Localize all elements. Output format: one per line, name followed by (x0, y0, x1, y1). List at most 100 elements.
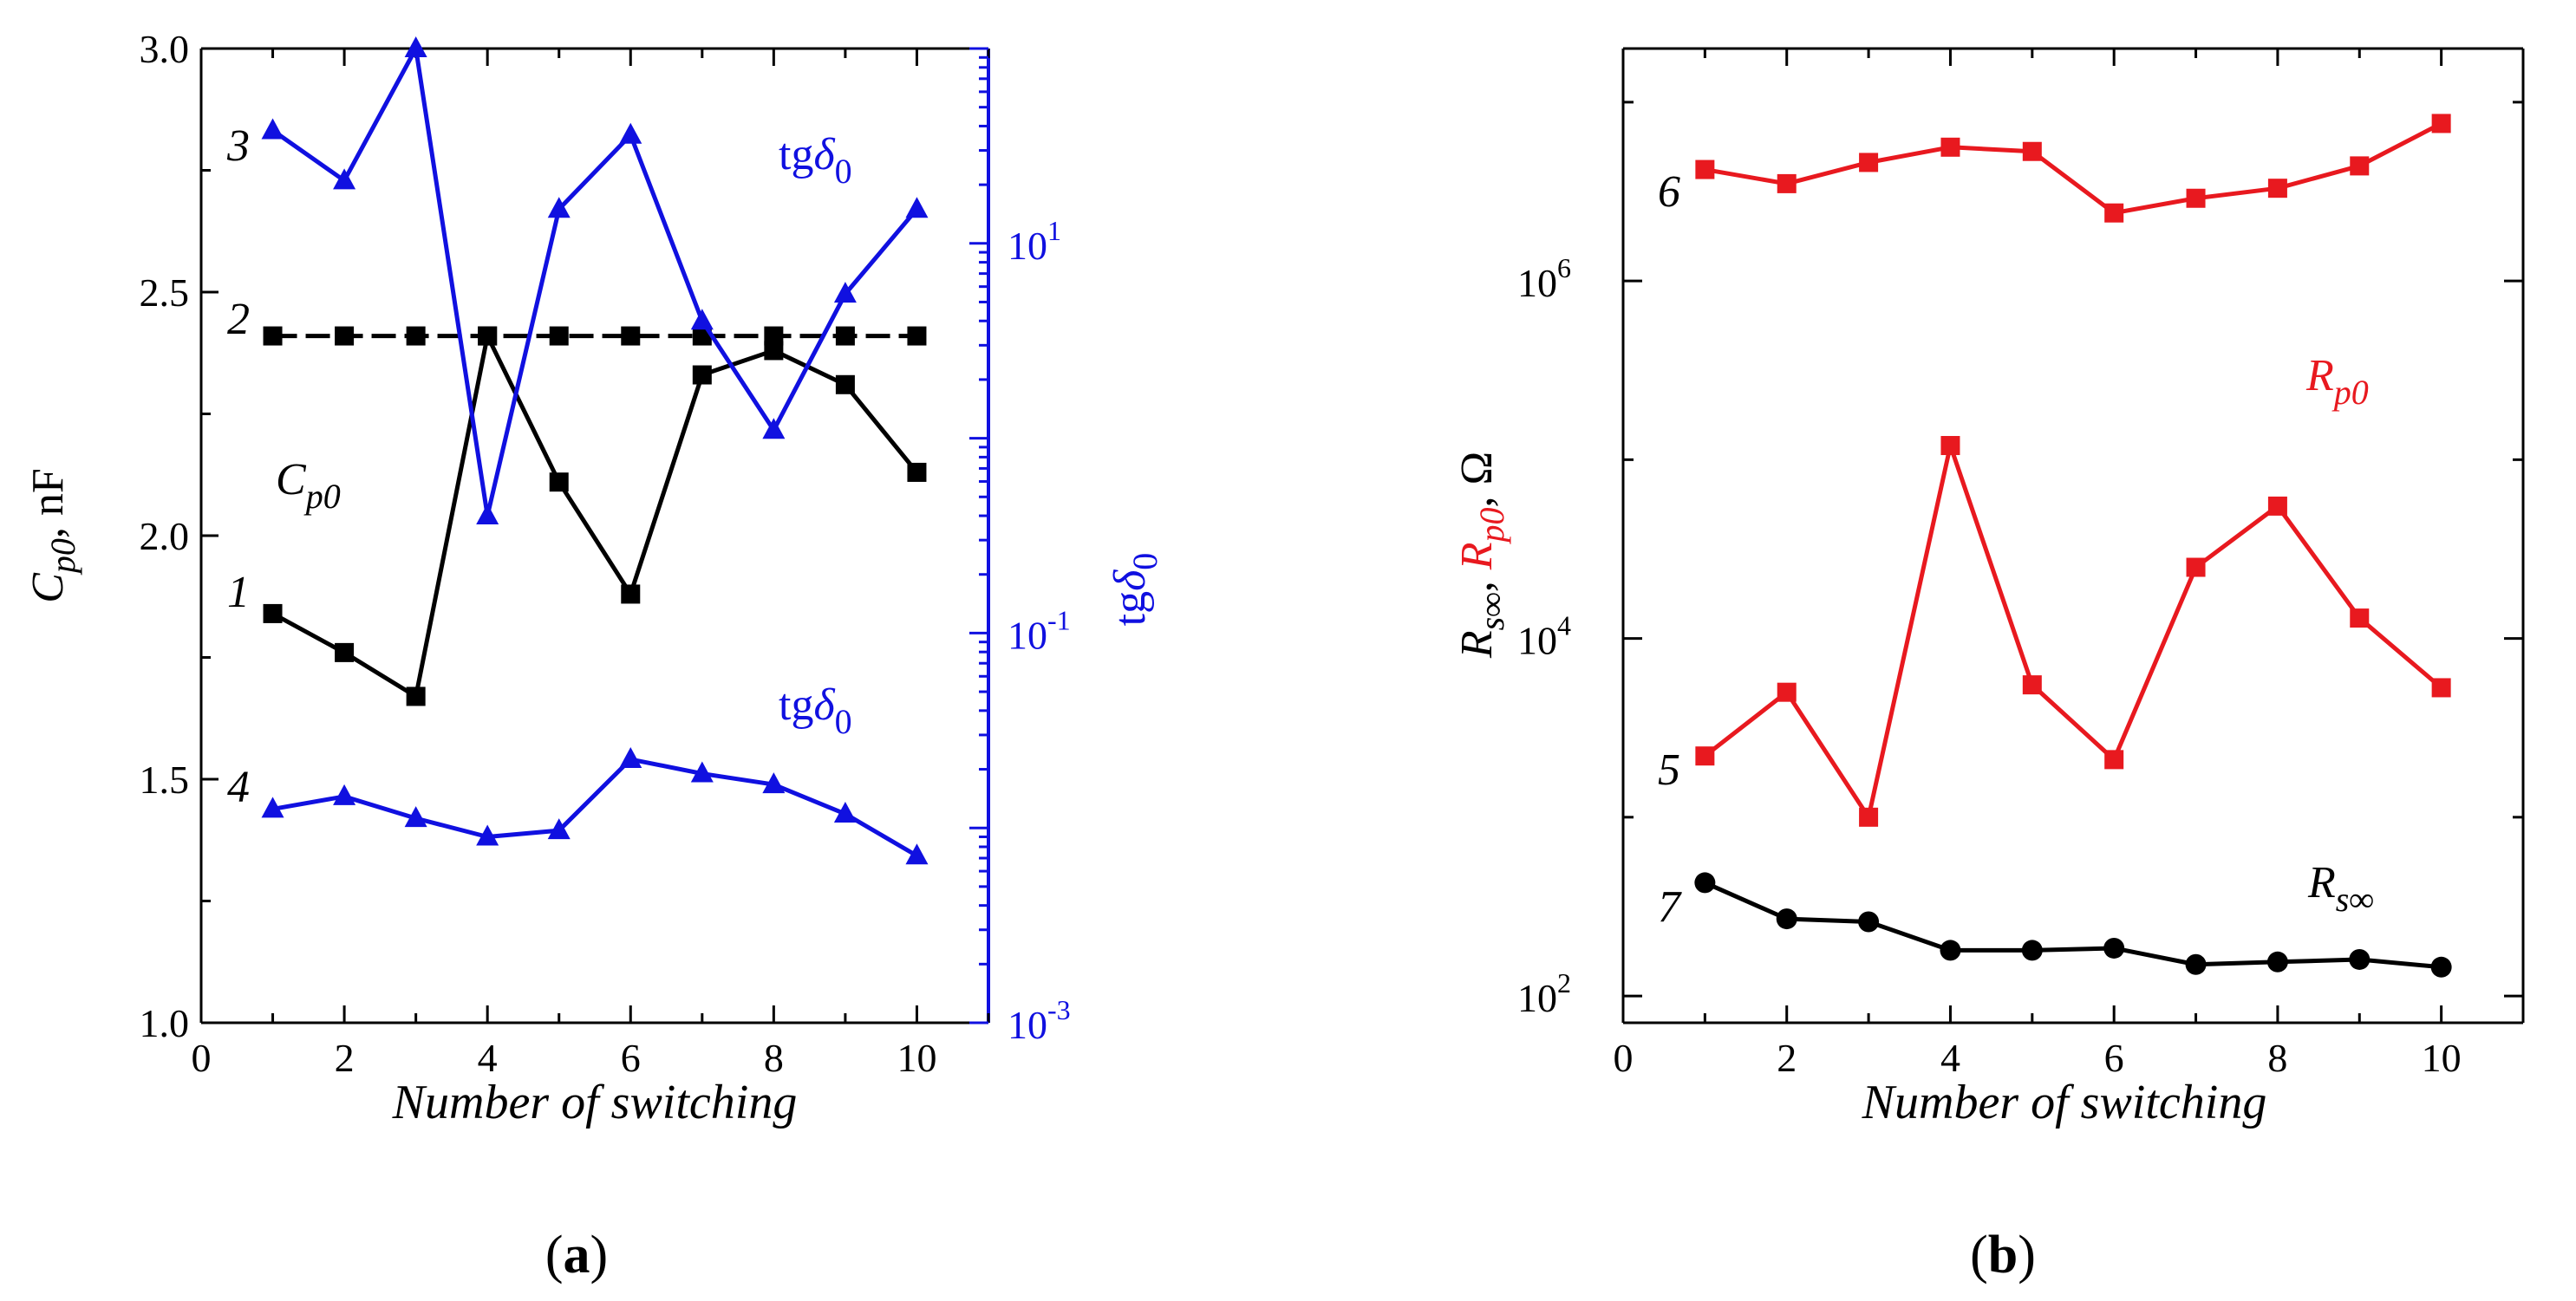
panel-paren: ) (2018, 1226, 2036, 1285)
x-axis-title: Number of switching (392, 1076, 798, 1129)
tick-exponent: -3 (1047, 994, 1071, 1025)
y-title-sub: p0 (43, 538, 82, 576)
data-point-3 (547, 197, 571, 218)
annotation-main: tg (779, 130, 813, 179)
series-line-5 (1703, 443, 2443, 820)
curve-label-4: 4 (227, 763, 250, 812)
data-point-3 (690, 309, 714, 330)
series-2 (263, 326, 927, 346)
data-point-5 (1859, 807, 1879, 827)
data-point-2 (907, 326, 927, 346)
data-point-4 (905, 843, 929, 865)
tick-exponent: 2 (1557, 967, 1571, 999)
panel-paren: ( (1970, 1226, 1988, 1285)
y-tick-label: 106 (1517, 252, 1571, 305)
x-tick-label: 0 (1614, 1036, 1634, 1080)
data-point-5 (2350, 608, 2370, 628)
y-left-tick-label: 3.0 (140, 27, 190, 71)
y-title-r1-sub: s∞ (1472, 592, 1511, 630)
data-point-7 (2103, 937, 2125, 959)
data-point-4 (333, 784, 356, 805)
data-point-3 (333, 168, 356, 190)
y-title-tail: , Ω (1452, 452, 1502, 508)
data-point-7 (1858, 911, 1880, 933)
curve-label-2: 2 (227, 295, 250, 344)
y-left-tick-label: 1.0 (140, 1001, 190, 1045)
data-point-1 (549, 472, 569, 492)
data-point-2 (335, 326, 355, 346)
data-point-2 (406, 326, 426, 346)
data-point-5 (2186, 557, 2206, 577)
data-point-2 (549, 326, 569, 346)
x-tick-label: 6 (621, 1036, 641, 1080)
x-tick-label: 4 (478, 1036, 498, 1080)
panel-a-chart: 0 2 4 6 8 101.01.52.02.53.010-310-11011234Cp0… (23, 27, 1164, 1285)
data-point-6 (2186, 188, 2206, 208)
series-line-3 (271, 46, 919, 518)
data-point-6 (1859, 153, 1879, 172)
x-tick-label: 2 (335, 1036, 355, 1080)
series-6 (1695, 114, 2451, 223)
data-point-3 (261, 118, 284, 140)
data-point-2 (263, 326, 283, 346)
data-point-6 (2104, 203, 2124, 223)
data-point-5 (2431, 678, 2451, 698)
data-point-7 (2349, 948, 2371, 970)
data-point-4 (404, 806, 427, 828)
tick-base: 10 (1517, 261, 1557, 305)
y-right-title-greek: δ (1105, 569, 1155, 591)
y-right-title-main: tg (1105, 591, 1155, 626)
x-tick-label: 6 (2104, 1036, 2124, 1080)
tick-base: 10 (1008, 224, 1047, 268)
panel-letter: a (564, 1226, 590, 1285)
data-point-4 (762, 772, 786, 794)
x-tick-label: 10 (2422, 1036, 2462, 1080)
data-point-1 (335, 642, 355, 662)
y-left-tick-label: 2.0 (140, 514, 190, 558)
data-point-7 (2430, 956, 2452, 978)
data-point-5 (2022, 675, 2042, 695)
data-point-4 (690, 761, 714, 783)
data-point-6 (1940, 137, 1960, 157)
tick-exponent: 4 (1557, 610, 1571, 641)
x-tick-label: 10 (897, 1036, 936, 1080)
y-title-tail: , nF (23, 468, 73, 538)
data-point-1 (406, 686, 426, 706)
data-point-2 (478, 326, 498, 346)
annotation-sub: 0 (835, 702, 852, 741)
data-point-5 (1777, 682, 1797, 702)
data-point-6 (1777, 173, 1797, 193)
curve-label-7: 7 (1658, 882, 1682, 932)
data-point-6 (2267, 179, 2287, 198)
annotation-main: tg (779, 680, 813, 730)
data-point-5 (1940, 436, 1960, 456)
data-point-6 (2022, 141, 2042, 161)
x-tick-label: 8 (764, 1036, 784, 1080)
data-point-7 (2266, 951, 2288, 972)
data-point-7 (1776, 908, 1797, 930)
data-point-7 (2185, 953, 2207, 975)
y-left-tick-label: 1.5 (140, 758, 190, 802)
y-left-tick-label: 2.5 (140, 270, 190, 315)
data-point-3 (476, 504, 499, 525)
y-title-sep: , (1452, 569, 1502, 592)
tick-base: 10 (1008, 1003, 1047, 1047)
y-title-r2: R (1452, 543, 1502, 571)
tick-base: 10 (1517, 619, 1557, 663)
annotation-main: R (2305, 351, 2334, 400)
data-point-2 (835, 326, 855, 346)
series-line-4 (272, 757, 918, 858)
data-point-4 (476, 824, 499, 846)
data-point-7 (2021, 940, 2043, 961)
data-point-6 (2431, 114, 2451, 133)
data-point-1 (835, 374, 855, 394)
data-point-5 (2104, 750, 2124, 770)
series-3 (261, 36, 929, 525)
panel-label-a: (a) (545, 1226, 608, 1285)
annotation-greek: δ (813, 130, 835, 179)
y-axis-title: Rs∞, Rp0, Ω (1452, 452, 1511, 659)
data-point-5 (2267, 496, 2287, 516)
y-right-tick-label: 10-1 (1008, 604, 1071, 657)
y-title-r1: R (1452, 630, 1502, 659)
